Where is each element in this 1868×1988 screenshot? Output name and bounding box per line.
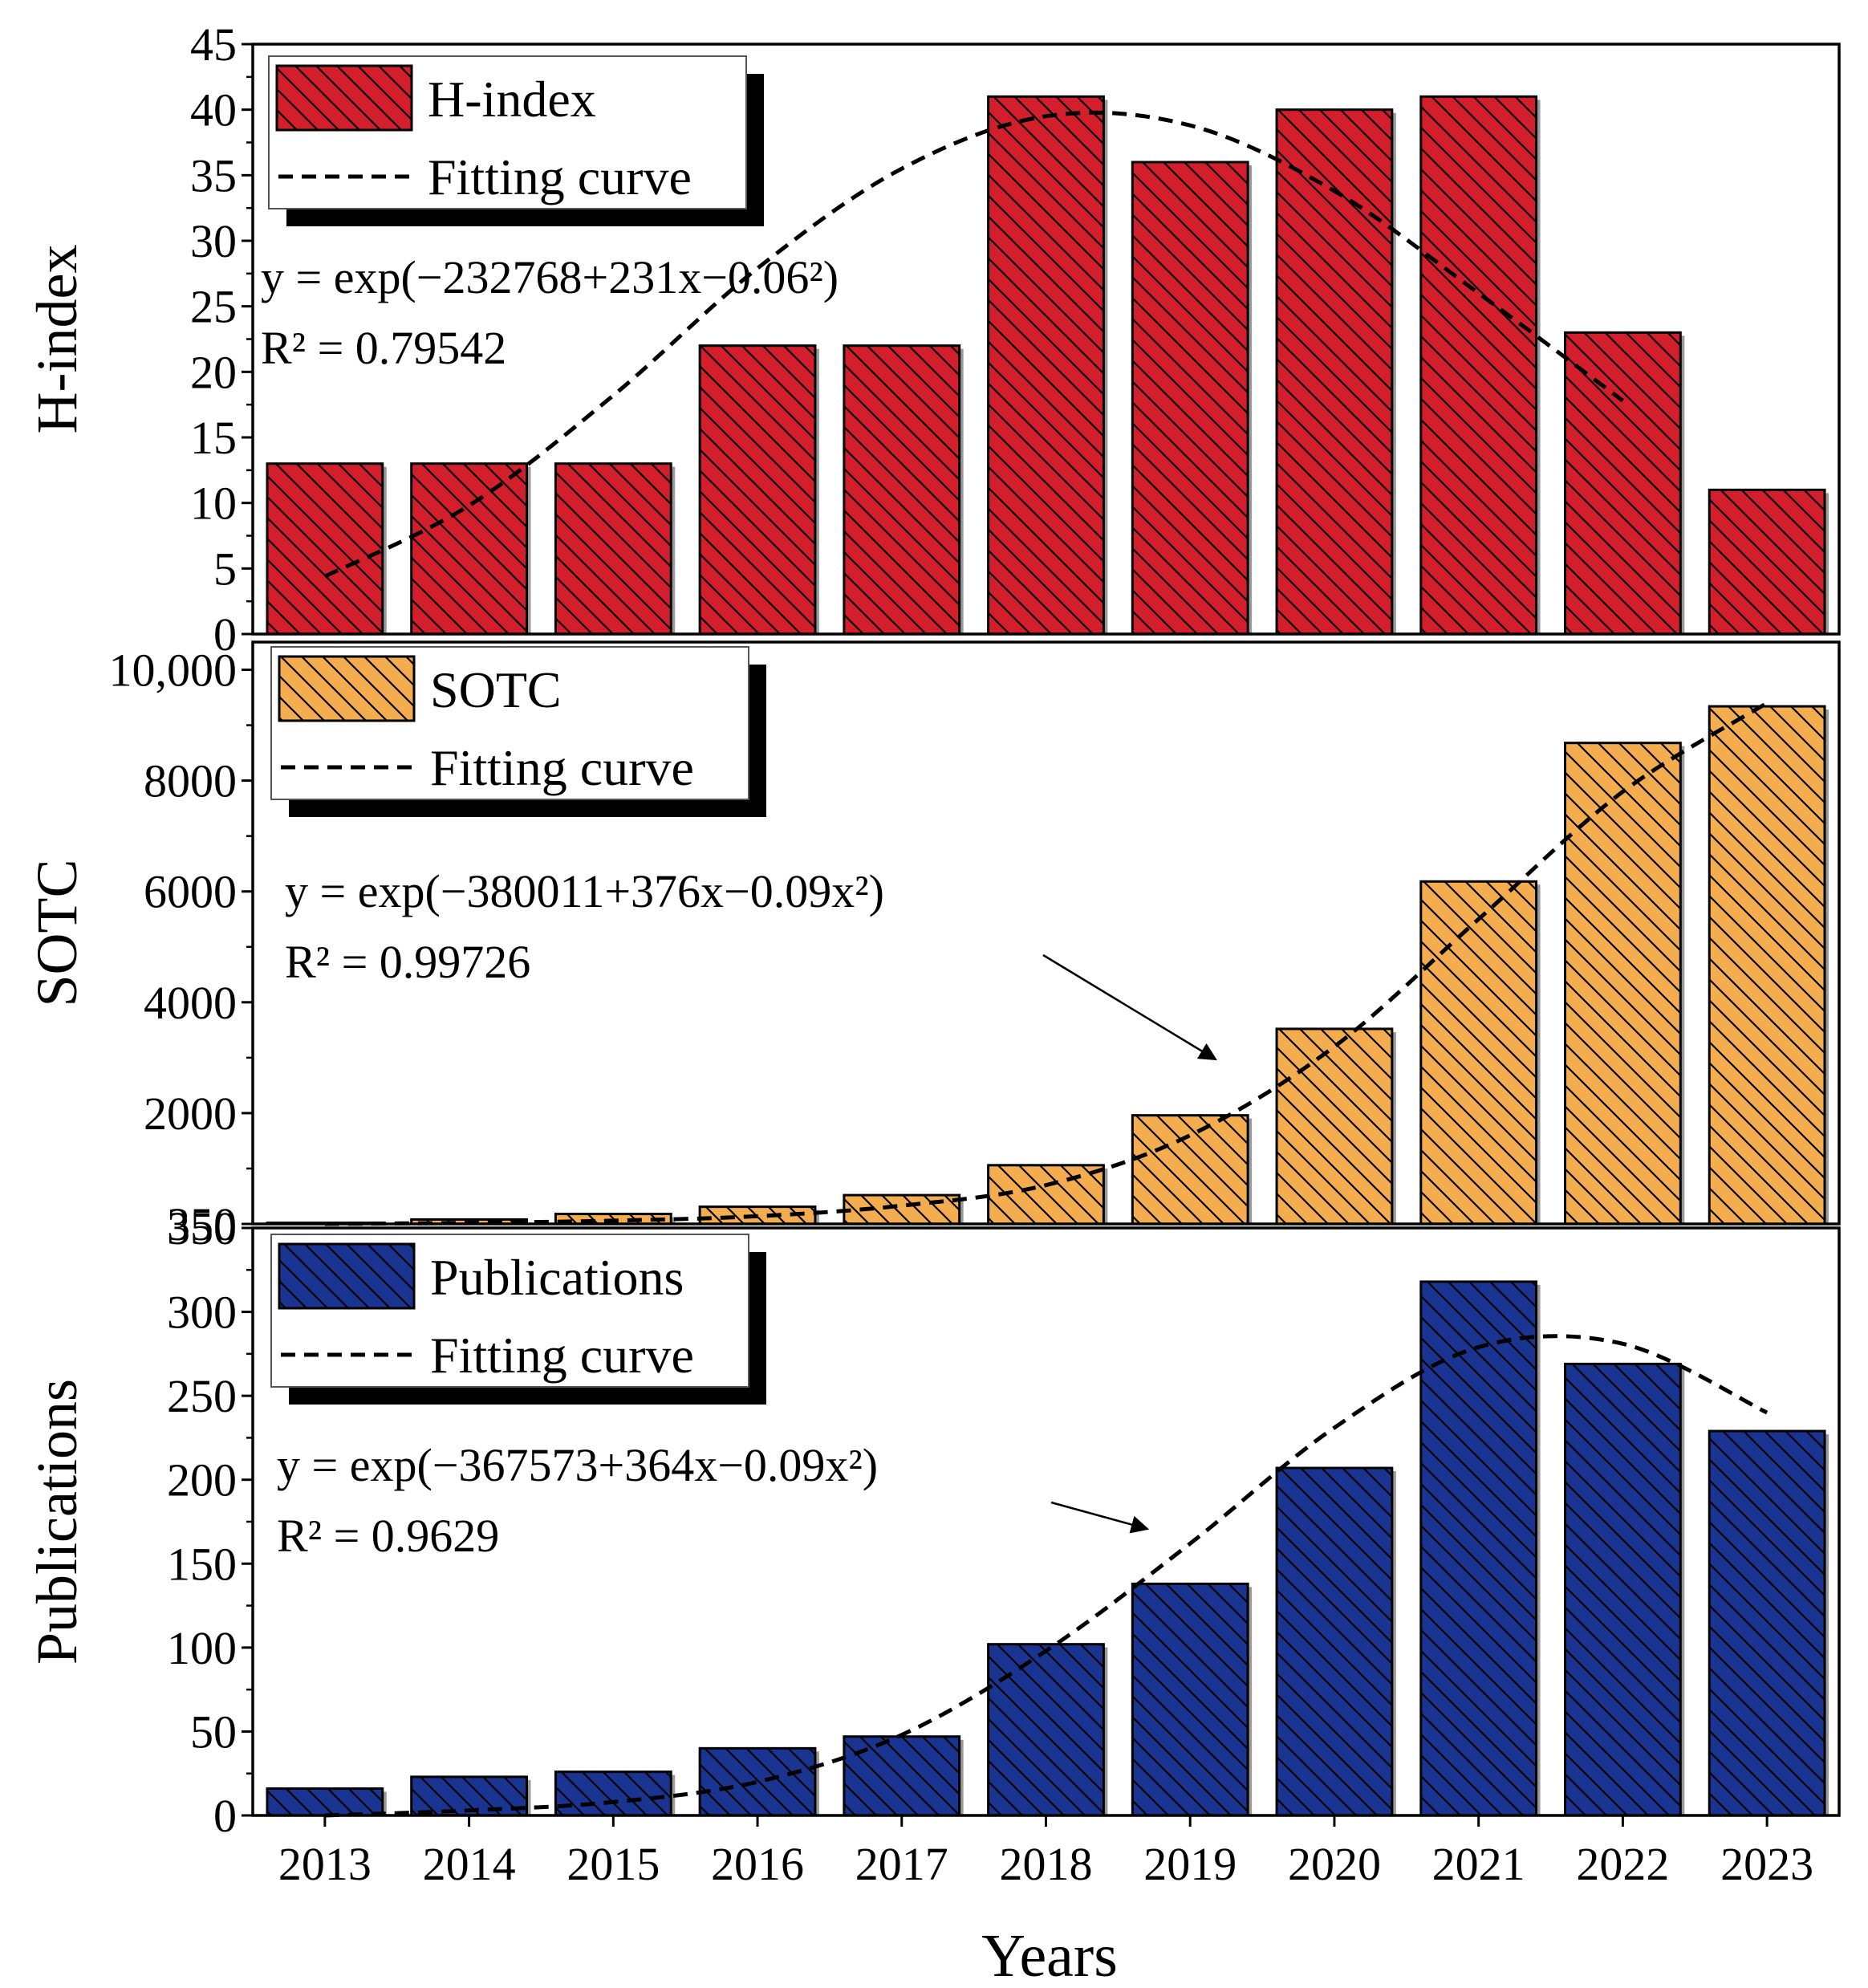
publications-equation-line: y = exp(−367573+364x−0.09x²)	[277, 1439, 878, 1491]
hindex-ytick-label: 0	[213, 608, 237, 661]
hindex-bar-2016	[698, 344, 819, 636]
hindex-ytick-label: 20	[190, 346, 237, 398]
sotc-legend: SOTC Fitting curve	[270, 646, 766, 817]
hindex-ytick-label: 30	[190, 215, 237, 267]
hindex-bar-2023	[1708, 488, 1829, 636]
sotc-equation-line: R² = 0.99726	[285, 936, 530, 988]
publications-ytick-label: 300	[167, 1287, 237, 1339]
publications-bar-2015	[554, 1770, 676, 1817]
hindex-bar-2017	[843, 344, 964, 636]
xtick-label-2019: 2019	[1143, 1838, 1237, 1890]
hindex-ytick-label: 45	[190, 18, 237, 71]
xtick-label-2020: 2020	[1288, 1838, 1381, 1890]
hindex-bar-2014	[410, 462, 531, 636]
publications-ytick-label: 200	[167, 1454, 237, 1506]
hindex-equation-line: R² = 0.79542	[261, 322, 506, 374]
publications-bar-2017	[843, 1735, 964, 1817]
hindex-bar-2021	[1419, 95, 1541, 636]
sotc-y-axis-label: SOTC	[25, 859, 89, 1006]
publications-legend: Publications Fitting curve	[270, 1234, 766, 1405]
sotc-ytick-label: 2000	[144, 1088, 237, 1140]
sotc-annotation-arrow	[1042, 953, 1217, 1061]
sotc-ytick-label: 8000	[144, 755, 237, 807]
hindex-equation-line: y = exp(−232768+231x−0.06²)	[261, 251, 839, 303]
hindex-bar-2015	[554, 462, 676, 636]
hindex-ytick-label: 15	[190, 412, 237, 464]
publications-legend-fit-label: Fitting curve	[430, 1327, 694, 1384]
xtick-label-2018: 2018	[1000, 1838, 1093, 1890]
publications-bar-2022	[1564, 1362, 1685, 1817]
sotc-bar-2019	[1131, 1114, 1253, 1226]
publications-ytick-label: 50	[190, 1705, 237, 1758]
xtick-label-2021: 2021	[1432, 1838, 1525, 1890]
sotc-plot-frame	[251, 640, 1841, 1226]
xtick-label-2014: 2014	[423, 1838, 516, 1890]
publications-y-axis-label: Publications	[25, 1379, 89, 1665]
hindex-ytick-label: 5	[213, 543, 237, 595]
xtick-label-2023: 2023	[1720, 1838, 1813, 1890]
hindex-legend-fit-label: Fitting curve	[428, 148, 692, 205]
sotc-bar-2020	[1275, 1027, 1396, 1226]
publications-bar-2013	[266, 1787, 387, 1817]
hindex-ytick-label: 40	[190, 84, 237, 136]
hindex-ytick-label: 10	[190, 478, 237, 530]
hindex-bar-2020	[1275, 108, 1396, 636]
publications-bar-2016	[698, 1746, 819, 1817]
publications-bar-2021	[1419, 1280, 1541, 1817]
publications-panel: 050100150200250300350PublicationsPublica…	[25, 1202, 1841, 1890]
hindex-legend: H-index Fitting curve	[268, 55, 764, 226]
hindex-bar-2019	[1131, 161, 1253, 636]
sotc-equation-line: y = exp(−380011+376x−0.09x²)	[285, 865, 884, 917]
sotc-bar-2022	[1564, 742, 1685, 1226]
sotc-fitting-curve	[324, 701, 1769, 1226]
publications-annotation-arrow	[1050, 1501, 1150, 1534]
publications-bar-2020	[1275, 1466, 1396, 1817]
publications-bar-2019	[1131, 1582, 1253, 1817]
hindex-bar-2018	[987, 95, 1108, 636]
sotc-bar-2021	[1419, 880, 1541, 1226]
publications-legend-label: Publications	[430, 1249, 684, 1306]
xtick-label-2016: 2016	[711, 1838, 804, 1890]
sotc-ytick-label: 4000	[144, 977, 237, 1029]
hindex-panel: 0 5 10 15 20 25 30 35 40 45 H-index H-index Fitting …	[25, 18, 1841, 661]
hindex-y-axis-label: H-index	[25, 245, 89, 434]
hindex-bar-2013	[266, 462, 387, 636]
x-axis-label: Years	[981, 1922, 1118, 1988]
publications-bar-2023	[1708, 1429, 1829, 1817]
hindex-ytick-label: 35	[190, 149, 237, 201]
sotc-legend-label: SOTC	[430, 661, 562, 718]
sotc-ytick-label: 6000	[144, 866, 237, 918]
publications-ytick-label: 250	[167, 1370, 237, 1422]
sotc-legend-fit-label: Fitting curve	[430, 739, 694, 796]
publications-ytick-label: 100	[167, 1622, 237, 1674]
xtick-label-2013: 2013	[278, 1838, 372, 1890]
xtick-label-2017: 2017	[855, 1838, 948, 1890]
xtick-label-2022: 2022	[1576, 1838, 1669, 1890]
xtick-label-2015: 2015	[566, 1838, 660, 1890]
publications-bar-2018	[987, 1643, 1108, 1817]
publications-ytick-label: 150	[167, 1538, 237, 1590]
sotc-ytick-label: 10,000	[109, 644, 238, 697]
hindex-ytick-label: 25	[190, 281, 237, 333]
publications-fitting-curve	[324, 1334, 1769, 1818]
hindex-legend-label: H-index	[428, 71, 596, 128]
sotc-panel: 350 2000 4000 6000 8000 10,000 SOTC SOTC Fitting…	[25, 640, 1841, 1250]
sotc-ytick-label: 350	[167, 1198, 237, 1250]
publications-ytick-label: 0	[213, 1790, 237, 1842]
sotc-bar-2023	[1708, 705, 1829, 1226]
publications-equation-line: R² = 0.9629	[277, 1510, 499, 1562]
sotc-bar-2017	[843, 1193, 964, 1226]
publications-ytick-label: 350	[167, 1202, 237, 1254]
hindex-bar-2022	[1564, 331, 1685, 636]
hindex-fitting-curve	[323, 110, 1624, 579]
